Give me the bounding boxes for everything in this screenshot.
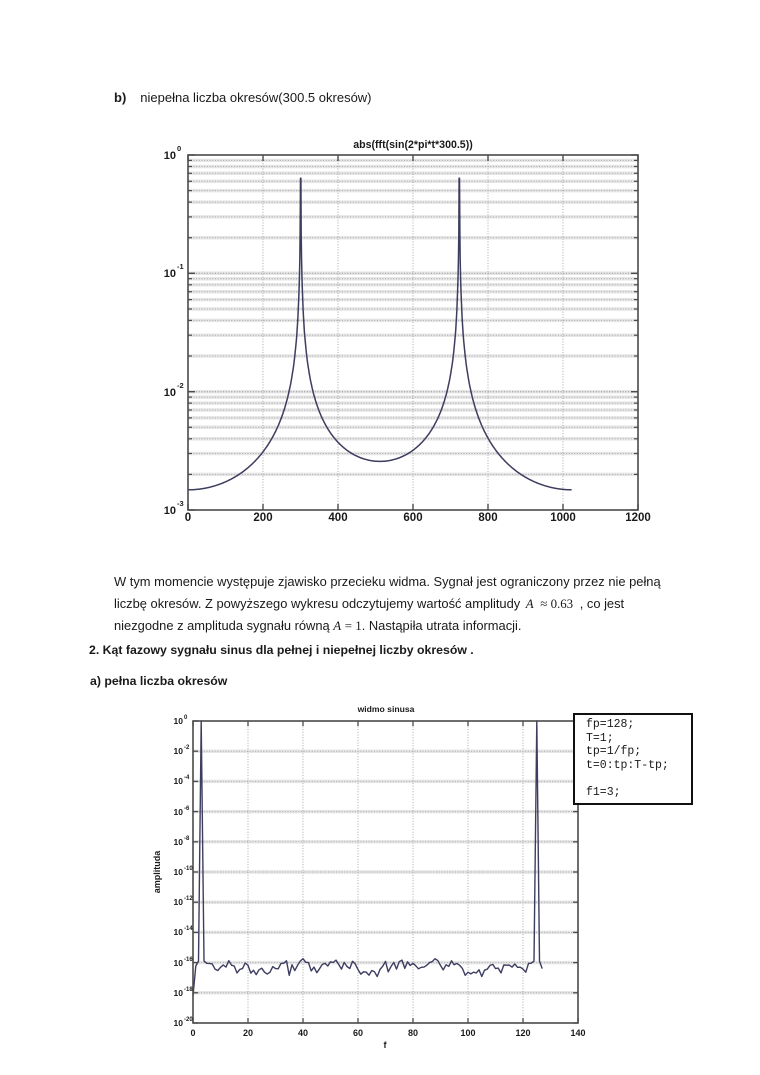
svg-text:20: 20 [243,1028,253,1038]
svg-text:10: 10 [164,505,176,517]
svg-text:-8: -8 [184,836,190,842]
svg-text:10: 10 [174,1018,184,1028]
svg-text:10: 10 [174,897,184,907]
svg-text:10: 10 [174,776,184,786]
svg-text:widmo sinusa: widmo sinusa [357,704,415,714]
svg-text:800: 800 [478,512,497,524]
svg-text:-2: -2 [184,745,190,751]
svg-text:40: 40 [298,1028,308,1038]
svg-text:10: 10 [174,867,184,877]
svg-text:0: 0 [177,144,181,153]
svg-text:200: 200 [253,512,272,524]
svg-text:10: 10 [174,988,184,998]
svg-text:-10: -10 [184,866,193,872]
svg-text:0: 0 [190,1028,195,1038]
svg-text:-1: -1 [177,262,184,271]
svg-text:140: 140 [570,1028,585,1038]
svg-text:120: 120 [515,1028,530,1038]
svg-text:400: 400 [328,512,347,524]
svg-text:-2: -2 [177,381,184,390]
svg-text:100: 100 [460,1028,475,1038]
svg-text:f: f [384,1040,388,1050]
svg-text:10: 10 [174,746,184,756]
svg-text:-6: -6 [184,806,190,812]
svg-text:0: 0 [184,715,188,721]
svg-text:10: 10 [164,268,176,280]
svg-text:10: 10 [174,837,184,847]
svg-text:-18: -18 [184,987,193,993]
svg-text:amplituda: amplituda [152,850,162,893]
svg-text:-16: -16 [184,957,193,963]
svg-text:0: 0 [185,512,191,524]
svg-text:abs(fft(sin(2*pi*t*300.5)): abs(fft(sin(2*pi*t*300.5)) [353,139,473,151]
svg-text:10: 10 [164,387,176,399]
svg-text:-3: -3 [177,499,184,508]
svg-text:60: 60 [353,1028,363,1038]
svg-text:-4: -4 [184,775,190,781]
svg-text:10: 10 [174,927,184,937]
svg-text:10: 10 [174,958,184,968]
svg-text:10: 10 [174,716,184,726]
svg-text:80: 80 [408,1028,418,1038]
svg-text:600: 600 [403,512,422,524]
svg-text:10: 10 [174,807,184,817]
svg-text:-20: -20 [184,1017,193,1023]
svg-text:10: 10 [164,150,176,162]
svg-text:-14: -14 [184,926,193,932]
svg-text:1200: 1200 [625,512,651,524]
svg-text:1000: 1000 [550,512,576,524]
svg-text:-12: -12 [184,896,193,902]
